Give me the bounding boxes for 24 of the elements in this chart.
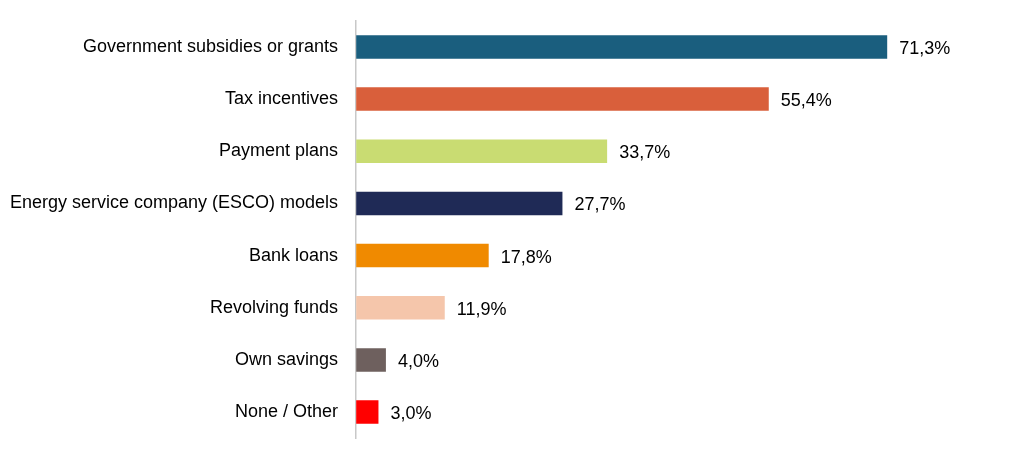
bar: [356, 87, 769, 111]
data-label: 55,4%: [780, 90, 832, 111]
data-label: 17,8%: [500, 246, 552, 267]
data-label: 4,0%: [397, 350, 439, 371]
data-label: 11,9%: [456, 298, 507, 319]
bar: [356, 35, 888, 59]
bar: [356, 191, 563, 216]
bar: [356, 400, 379, 424]
y-tick-label: Revolving funds: [210, 296, 339, 317]
bar: [356, 296, 445, 320]
bar: [356, 348, 386, 372]
y-tick-label: Energy service company (ESCO) models: [9, 192, 339, 213]
y-tick-label: Bank loans: [249, 244, 339, 265]
data-label: 71,3%: [899, 37, 951, 58]
y-tick-label: None / Other: [235, 401, 339, 422]
bar: [356, 243, 489, 268]
y-tick-label: Payment plans: [219, 140, 339, 161]
y-tick-label: Own savings: [235, 348, 339, 369]
y-tick-label: Government subsidies or grants: [82, 35, 339, 56]
data-label: 3,0%: [390, 403, 432, 424]
data-label: 33,7%: [619, 142, 671, 163]
y-tick-label: Tax incentives: [225, 88, 339, 109]
data-label: 27,7%: [574, 194, 626, 215]
bar: [356, 139, 608, 163]
